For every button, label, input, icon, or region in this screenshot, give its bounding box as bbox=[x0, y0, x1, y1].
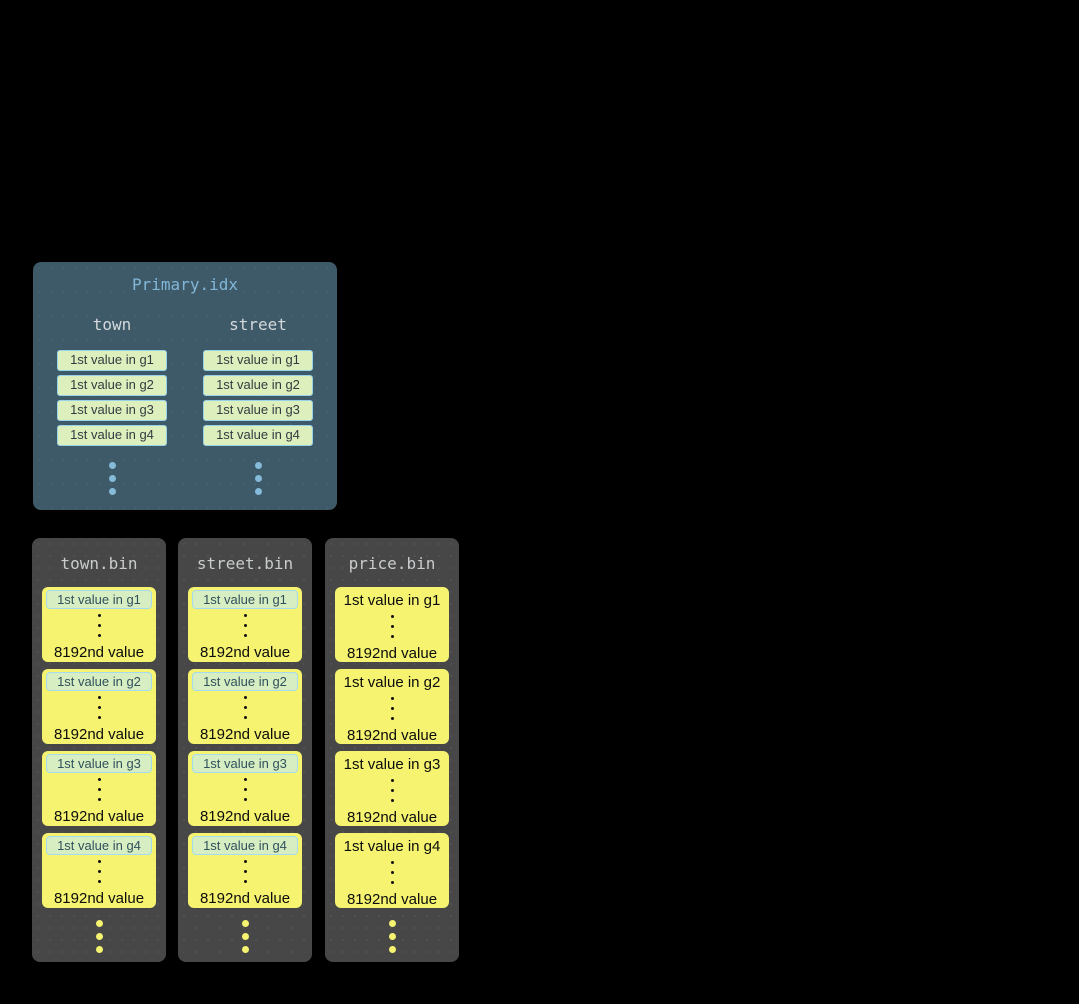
bin-file-town: town.bin 1st value in g1 8192nd value 1s… bbox=[32, 538, 166, 962]
granule-block: 1st value in g4 8192nd value bbox=[335, 833, 449, 908]
granule-first-value: 1st value in g2 bbox=[192, 672, 298, 691]
granule-first-value: 1st value in g3 bbox=[192, 754, 298, 773]
vertical-ellipsis-icon bbox=[390, 697, 394, 727]
vertical-ellipsis-icon bbox=[243, 614, 247, 644]
vertical-ellipsis-icon bbox=[243, 860, 247, 890]
granule-block: 1st value in g2 8192nd value bbox=[42, 669, 156, 744]
granule-block: 1st value in g1 8192nd value bbox=[188, 587, 302, 662]
granule-block: 1st value in g1 8192nd value bbox=[42, 587, 156, 662]
vertical-ellipsis-icon bbox=[254, 462, 262, 501]
primary-index-column-street: street 1st value in g1 1st value in g2 1… bbox=[203, 315, 313, 501]
vertical-ellipsis-icon bbox=[390, 615, 394, 645]
column-header: town bbox=[92, 315, 132, 334]
granule-last-value: 8192nd value bbox=[53, 644, 145, 661]
granule-block: 1st value in g3 8192nd value bbox=[188, 751, 302, 826]
granule-first-value: 1st value in g2 bbox=[46, 672, 152, 691]
index-mark-cell: 1st value in g4 bbox=[57, 425, 167, 446]
granule-first-value: 1st value in g3 bbox=[46, 754, 152, 773]
bin-file-title: town.bin bbox=[60, 554, 138, 573]
granule-list: 1st value in g1 8192nd value 1st value i… bbox=[188, 587, 302, 915]
vertical-ellipsis-icon bbox=[97, 860, 101, 890]
granule-last-value: 8192nd value bbox=[199, 890, 291, 907]
index-mark-cell: 1st value in g2 bbox=[203, 375, 313, 396]
vertical-ellipsis-icon bbox=[390, 861, 394, 891]
index-mark-cell: 1st value in g3 bbox=[203, 400, 313, 421]
granule-first-value: 1st value in g2 bbox=[343, 674, 441, 691]
vertical-ellipsis-icon bbox=[241, 920, 249, 959]
granule-list: 1st value in g1 8192nd value 1st value i… bbox=[335, 587, 449, 915]
vertical-ellipsis-icon bbox=[243, 778, 247, 808]
granule-first-value: 1st value in g4 bbox=[343, 838, 441, 855]
granule-list: 1st value in g1 8192nd value 1st value i… bbox=[42, 587, 156, 915]
granule-block: 1st value in g4 8192nd value bbox=[188, 833, 302, 908]
granule-last-value: 8192nd value bbox=[346, 891, 438, 908]
granule-last-value: 8192nd value bbox=[199, 726, 291, 743]
granule-block: 1st value in g2 8192nd value bbox=[188, 669, 302, 744]
index-mark-cell: 1st value in g4 bbox=[203, 425, 313, 446]
granule-block: 1st value in g1 8192nd value bbox=[335, 587, 449, 662]
primary-index-column-town: town 1st value in g1 1st value in g2 1st… bbox=[57, 315, 167, 501]
granule-block: 1st value in g3 8192nd value bbox=[42, 751, 156, 826]
index-mark-cell: 1st value in g1 bbox=[203, 350, 313, 371]
bin-file-title: price.bin bbox=[348, 554, 436, 573]
granule-last-value: 8192nd value bbox=[346, 809, 438, 826]
granule-last-value: 8192nd value bbox=[53, 808, 145, 825]
vertical-ellipsis-icon bbox=[95, 920, 103, 959]
vertical-ellipsis-icon bbox=[388, 920, 396, 959]
granule-last-value: 8192nd value bbox=[53, 726, 145, 743]
bin-file-price: price.bin 1st value in g1 8192nd value 1… bbox=[325, 538, 459, 962]
bin-file-title: street.bin bbox=[196, 554, 294, 573]
vertical-ellipsis-icon bbox=[390, 779, 394, 809]
granule-first-value: 1st value in g4 bbox=[192, 836, 298, 855]
bin-file-street: street.bin 1st value in g1 8192nd value … bbox=[178, 538, 312, 962]
primary-index-columns: town 1st value in g1 1st value in g2 1st… bbox=[33, 315, 337, 501]
index-mark-cell: 1st value in g3 bbox=[57, 400, 167, 421]
granule-block: 1st value in g2 8192nd value bbox=[335, 669, 449, 744]
primary-index-box: Primary.idx town 1st value in g1 1st val… bbox=[33, 262, 337, 510]
granule-last-value: 8192nd value bbox=[346, 727, 438, 744]
granule-block: 1st value in g4 8192nd value bbox=[42, 833, 156, 908]
index-mark-cell: 1st value in g1 bbox=[57, 350, 167, 371]
granule-block: 1st value in g3 8192nd value bbox=[335, 751, 449, 826]
index-mark-list: 1st value in g1 1st value in g2 1st valu… bbox=[57, 350, 167, 450]
index-mark-list: 1st value in g1 1st value in g2 1st valu… bbox=[203, 350, 313, 450]
granule-first-value: 1st value in g1 bbox=[343, 592, 441, 609]
vertical-ellipsis-icon bbox=[108, 462, 116, 501]
vertical-ellipsis-icon bbox=[97, 696, 101, 726]
primary-index-title: Primary.idx bbox=[132, 275, 238, 294]
index-mark-cell: 1st value in g2 bbox=[57, 375, 167, 396]
granule-first-value: 1st value in g1 bbox=[192, 590, 298, 609]
granule-last-value: 8192nd value bbox=[199, 644, 291, 661]
granule-last-value: 8192nd value bbox=[53, 890, 145, 907]
granule-first-value: 1st value in g4 bbox=[46, 836, 152, 855]
granule-first-value: 1st value in g1 bbox=[46, 590, 152, 609]
granule-last-value: 8192nd value bbox=[346, 645, 438, 662]
vertical-ellipsis-icon bbox=[97, 614, 101, 644]
column-header: street bbox=[229, 315, 287, 334]
vertical-ellipsis-icon bbox=[97, 778, 101, 808]
granule-first-value: 1st value in g3 bbox=[343, 756, 441, 773]
granule-last-value: 8192nd value bbox=[199, 808, 291, 825]
vertical-ellipsis-icon bbox=[243, 696, 247, 726]
